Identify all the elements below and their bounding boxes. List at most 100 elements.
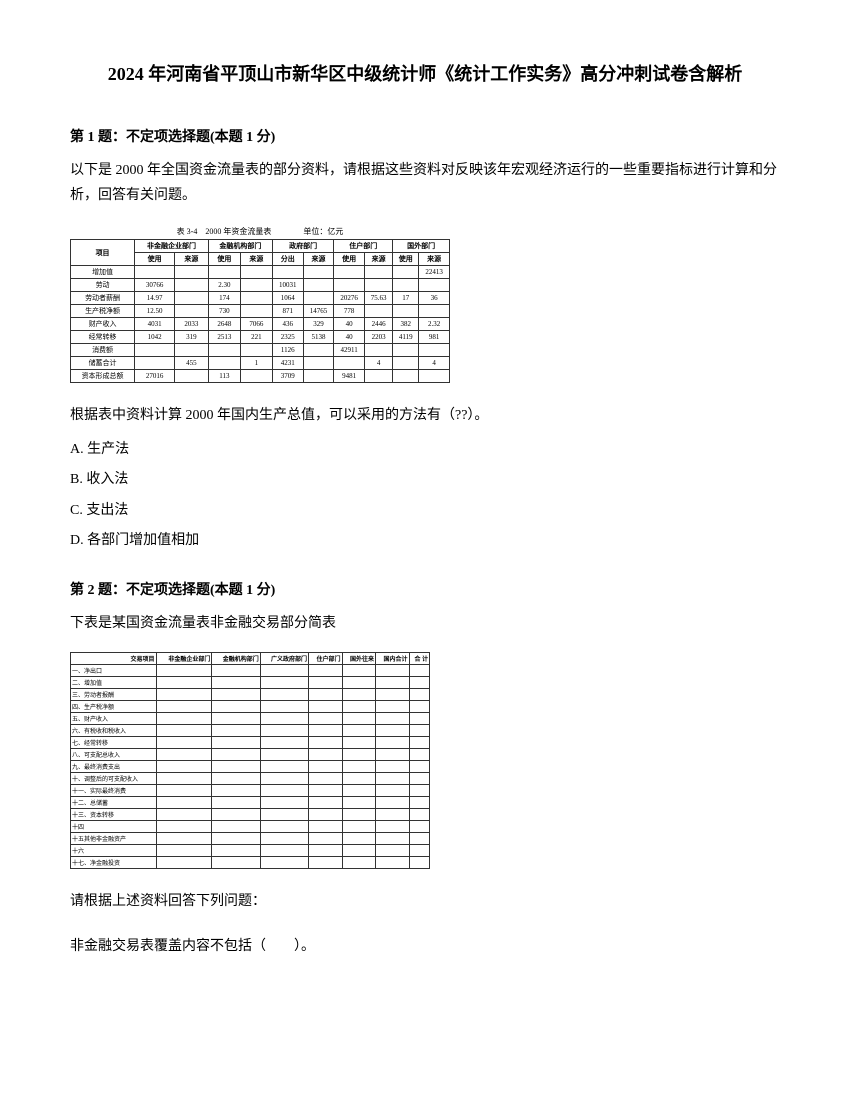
table-row: 一、净出口 xyxy=(71,665,430,677)
table-cell xyxy=(309,761,342,773)
q1-table: 表 3-4 2000 年资金流量表 单位：亿元 项目 非金融企业部门 金融机构部… xyxy=(70,224,450,383)
q2-sub-question2: 非金融交易表覆盖内容不包括（ ）。 xyxy=(70,934,780,959)
table-cell xyxy=(342,773,375,785)
table-cell xyxy=(175,292,209,305)
table-row: 六、有税收和税收入 xyxy=(71,725,430,737)
table-cell xyxy=(156,857,212,869)
table-cell xyxy=(156,845,212,857)
table-cell: 储蓄合计 xyxy=(71,357,135,370)
q1-option-d: D. 各部门增加值相加 xyxy=(70,528,780,555)
table-row: 九、最终消费支出 xyxy=(71,761,430,773)
table-cell: 十二、总储蓄 xyxy=(71,797,157,809)
table-cell xyxy=(409,797,429,809)
table-row: 十四 xyxy=(71,821,430,833)
table-cell xyxy=(393,344,419,357)
table-header: 非金融企业部门 xyxy=(156,653,212,665)
table-cell: 4031 xyxy=(135,318,175,331)
table-cell xyxy=(260,773,308,785)
document-title: 2024 年河南省平顶山市新华区中级统计师《统计工作实务》高分冲刺试卷含解析 xyxy=(70,60,780,86)
table-cell xyxy=(240,344,272,357)
table-cell xyxy=(419,344,450,357)
table-header: 项目 xyxy=(71,240,135,266)
table-cell: 2648 xyxy=(208,318,240,331)
table-cell xyxy=(175,305,209,318)
table-row: 十二、总储蓄 xyxy=(71,797,430,809)
table-cell: 十四 xyxy=(71,821,157,833)
table-cell xyxy=(135,344,175,357)
table-cell xyxy=(212,833,260,845)
table-cell: 42911 xyxy=(334,344,365,357)
table-cell xyxy=(409,749,429,761)
table-row: 资本形成总额2701611337099481 xyxy=(71,370,450,383)
table-cell xyxy=(376,845,409,857)
table-cell xyxy=(342,701,375,713)
table-cell xyxy=(309,665,342,677)
table-cell: 4231 xyxy=(272,357,303,370)
table-cell: 五、财产收入 xyxy=(71,713,157,725)
table-cell xyxy=(212,737,260,749)
table-cell xyxy=(334,266,365,279)
table-cell xyxy=(364,370,392,383)
table-subheader: 使用 xyxy=(208,253,240,266)
table-cell: 436 xyxy=(272,318,303,331)
table-row: 十、调整后的可支配收入 xyxy=(71,773,430,785)
table-cell xyxy=(260,689,308,701)
table-cell: 消费额 xyxy=(71,344,135,357)
table-cell xyxy=(409,725,429,737)
table-cell xyxy=(342,797,375,809)
table-cell: 七、经常转移 xyxy=(71,737,157,749)
table-cell: 1064 xyxy=(272,292,303,305)
table-header: 国外部门 xyxy=(393,240,450,253)
table-cell xyxy=(260,809,308,821)
table-cell: 14.97 xyxy=(135,292,175,305)
table-cell xyxy=(342,737,375,749)
table-cell xyxy=(409,713,429,725)
table-cell: 7066 xyxy=(240,318,272,331)
table-cell xyxy=(376,773,409,785)
table-row: 十七、净金融投资 xyxy=(71,857,430,869)
table-row: 八、可支配总收入 xyxy=(71,749,430,761)
table-cell xyxy=(409,689,429,701)
table-cell xyxy=(393,279,419,292)
q2-sub-question1: 请根据上述资料回答下列问题： xyxy=(70,889,780,914)
table-cell xyxy=(393,305,419,318)
table-cell: 经常转移 xyxy=(71,331,135,344)
table-cell: 9481 xyxy=(334,370,365,383)
table-cell xyxy=(260,749,308,761)
q1-option-c: C. 支出法 xyxy=(70,498,780,525)
table-cell: 113 xyxy=(208,370,240,383)
table-cell xyxy=(419,370,450,383)
table-cell: 十一、实际最终消费 xyxy=(71,785,157,797)
table-cell xyxy=(303,292,334,305)
table-cell: 12.50 xyxy=(135,305,175,318)
table-cell: 871 xyxy=(272,305,303,318)
table-cell xyxy=(212,665,260,677)
table-cell: 十六 xyxy=(71,845,157,857)
table-cell xyxy=(376,809,409,821)
table-subheader: 使用 xyxy=(135,253,175,266)
table-cell: 20276 xyxy=(334,292,365,305)
table-cell: 1 xyxy=(240,357,272,370)
table-row: 生产税净额12.5073087114765778 xyxy=(71,305,450,318)
table-cell xyxy=(212,821,260,833)
table-cell xyxy=(309,773,342,785)
table-cell xyxy=(260,821,308,833)
table-cell xyxy=(309,821,342,833)
table-cell xyxy=(303,357,334,370)
table-row: 十六 xyxy=(71,845,430,857)
table-cell: 四、生产税净额 xyxy=(71,701,157,713)
table-cell xyxy=(342,713,375,725)
table-cell xyxy=(272,266,303,279)
table-cell: 十五其他非金融资产 xyxy=(71,833,157,845)
table-cell: 14765 xyxy=(303,305,334,318)
table-cell xyxy=(376,677,409,689)
table-cell xyxy=(309,785,342,797)
table-cell xyxy=(376,725,409,737)
table-cell xyxy=(156,797,212,809)
table-cell xyxy=(260,677,308,689)
table-cell: 4119 xyxy=(393,331,419,344)
table-cell xyxy=(409,701,429,713)
table-cell xyxy=(208,357,240,370)
table-cell xyxy=(303,266,334,279)
table-cell: 一、净出口 xyxy=(71,665,157,677)
